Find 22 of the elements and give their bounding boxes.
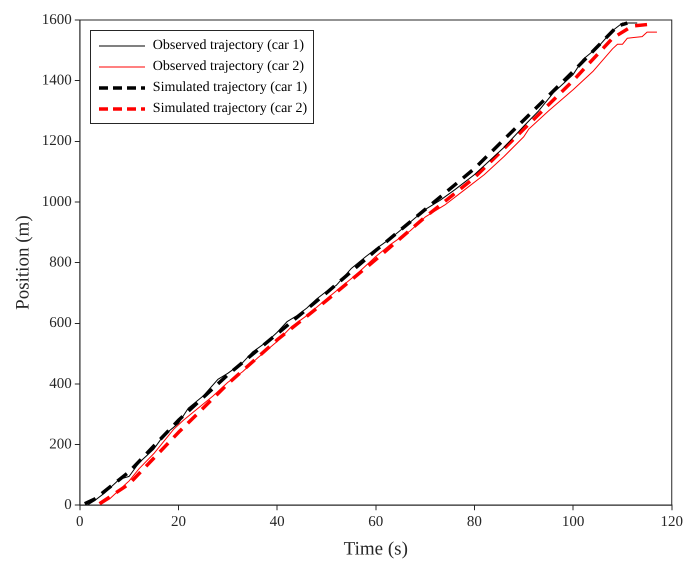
y-tick-label: 200 <box>49 436 72 452</box>
legend-label: Simulated trajectory (car 1) <box>152 80 308 96</box>
y-tick-label: 1200 <box>42 133 72 150</box>
y-axis-title: Position (m) <box>12 215 34 310</box>
y-tick-label: 0 <box>64 497 72 514</box>
x-tick-label: 40 <box>270 514 285 530</box>
legend-label: Observed trajectory (car 2) <box>152 58 304 74</box>
x-tick-label: 0 <box>76 514 84 530</box>
legend-label: Observed trajectory (car 1) <box>152 38 304 54</box>
y-tick-label: 600 <box>49 315 72 332</box>
x-tick-label: 80 <box>466 514 482 530</box>
x-axis-title: Time (s) <box>344 538 408 560</box>
x-tick-label: 100 <box>562 514 584 530</box>
x-tick-label: 120 <box>660 514 683 530</box>
y-tick-label: 1000 <box>42 194 72 210</box>
x-tick-label: 20 <box>170 514 186 530</box>
legend-label: Simulated trajectory (car 2) <box>152 100 308 116</box>
x-tick-label: 60 <box>368 514 384 530</box>
y-tick-label: 800 <box>49 254 72 271</box>
y-tick-label: 1600 <box>42 12 72 28</box>
y-tick-label: 1400 <box>42 72 72 89</box>
y-tick-label: 400 <box>49 376 72 392</box>
